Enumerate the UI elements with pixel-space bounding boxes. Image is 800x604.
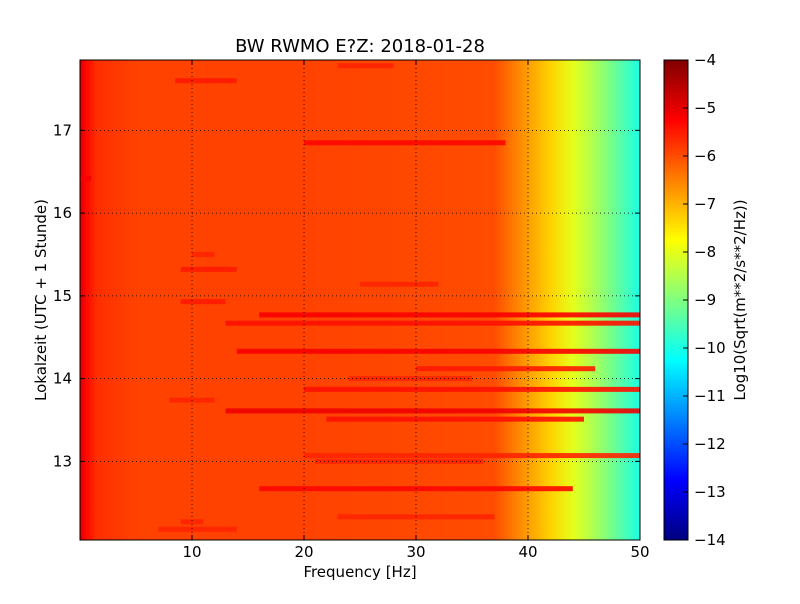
- y-tick-label: 13: [53, 452, 72, 470]
- x-tick-label: 40: [518, 543, 537, 561]
- colorbar-ticks: −4 −5 −6 −7 −8 −9 −10 −11 −12 −13 −14: [683, 51, 726, 549]
- y-tick-label: 15: [53, 287, 72, 305]
- high-amplitude-band: [225, 408, 640, 414]
- high-amplitude-band: [304, 453, 640, 459]
- high-amplitude-band: [259, 312, 640, 318]
- y-tick-label: 17: [53, 121, 72, 139]
- high-amplitude-band: [225, 320, 640, 326]
- colorbar-label: Log10(Sqrt(m**2/s**2/Hz)): [731, 199, 749, 400]
- high-amplitude-band: [180, 266, 237, 272]
- high-amplitude-band: [192, 251, 215, 257]
- high-amplitude-band: [416, 366, 596, 372]
- high-amplitude-band: [315, 458, 484, 464]
- high-amplitude-band: [80, 175, 92, 181]
- colorbar-tick-label: −14: [694, 531, 726, 549]
- colorbar-tick-label: −10: [694, 339, 726, 357]
- high-amplitude-band: [180, 299, 226, 305]
- high-amplitude-band: [304, 140, 506, 146]
- colorbar-tick-label: −9: [694, 291, 716, 309]
- high-amplitude-band: [236, 348, 640, 354]
- grid-lines: [80, 60, 640, 540]
- x-tick-label: 10: [182, 543, 201, 561]
- plot-frame: [79, 59, 641, 541]
- y-axis-ticks: 13 14 15 16 17: [53, 121, 640, 470]
- high-amplitude-band: [158, 526, 237, 532]
- y-axis-label: Lokalzeit (UTC + 1 Stunde): [32, 199, 50, 401]
- high-amplitude-band: [304, 386, 640, 392]
- colorbar-tick-label: −7: [694, 195, 716, 213]
- colorbar-tick-label: −12: [694, 435, 726, 453]
- x-tick-label: 50: [630, 543, 649, 561]
- x-tick-label: 30: [406, 543, 425, 561]
- colorbar-tick-label: −13: [694, 483, 726, 501]
- colorbar-tick-label: −8: [694, 243, 716, 261]
- high-amplitude-band: [180, 519, 204, 525]
- y-tick-label: 16: [53, 204, 72, 222]
- colorbar-tick-label: −6: [694, 147, 716, 165]
- x-tick-label: 20: [294, 543, 313, 561]
- spectrogram-background: [80, 60, 640, 540]
- colorbar-tick-label: −4: [694, 51, 716, 69]
- high-amplitude-band: [326, 416, 584, 422]
- high-amplitude-band: [360, 281, 439, 287]
- colorbar-tick-label: −11: [694, 387, 726, 405]
- high-amplitude-band: [337, 63, 394, 69]
- high-amplitude-band: [348, 376, 472, 382]
- high-amplitude-band: [175, 78, 237, 84]
- x-axis-ticks: 10 20 30 40 50: [182, 60, 650, 561]
- x-axis-label: Frequency [Hz]: [303, 563, 416, 581]
- y-tick-label: 14: [53, 370, 72, 388]
- colorbar-tick-label: −5: [694, 99, 716, 117]
- chart-title: BW RWMO E?Z: 2018-01-28: [235, 36, 485, 57]
